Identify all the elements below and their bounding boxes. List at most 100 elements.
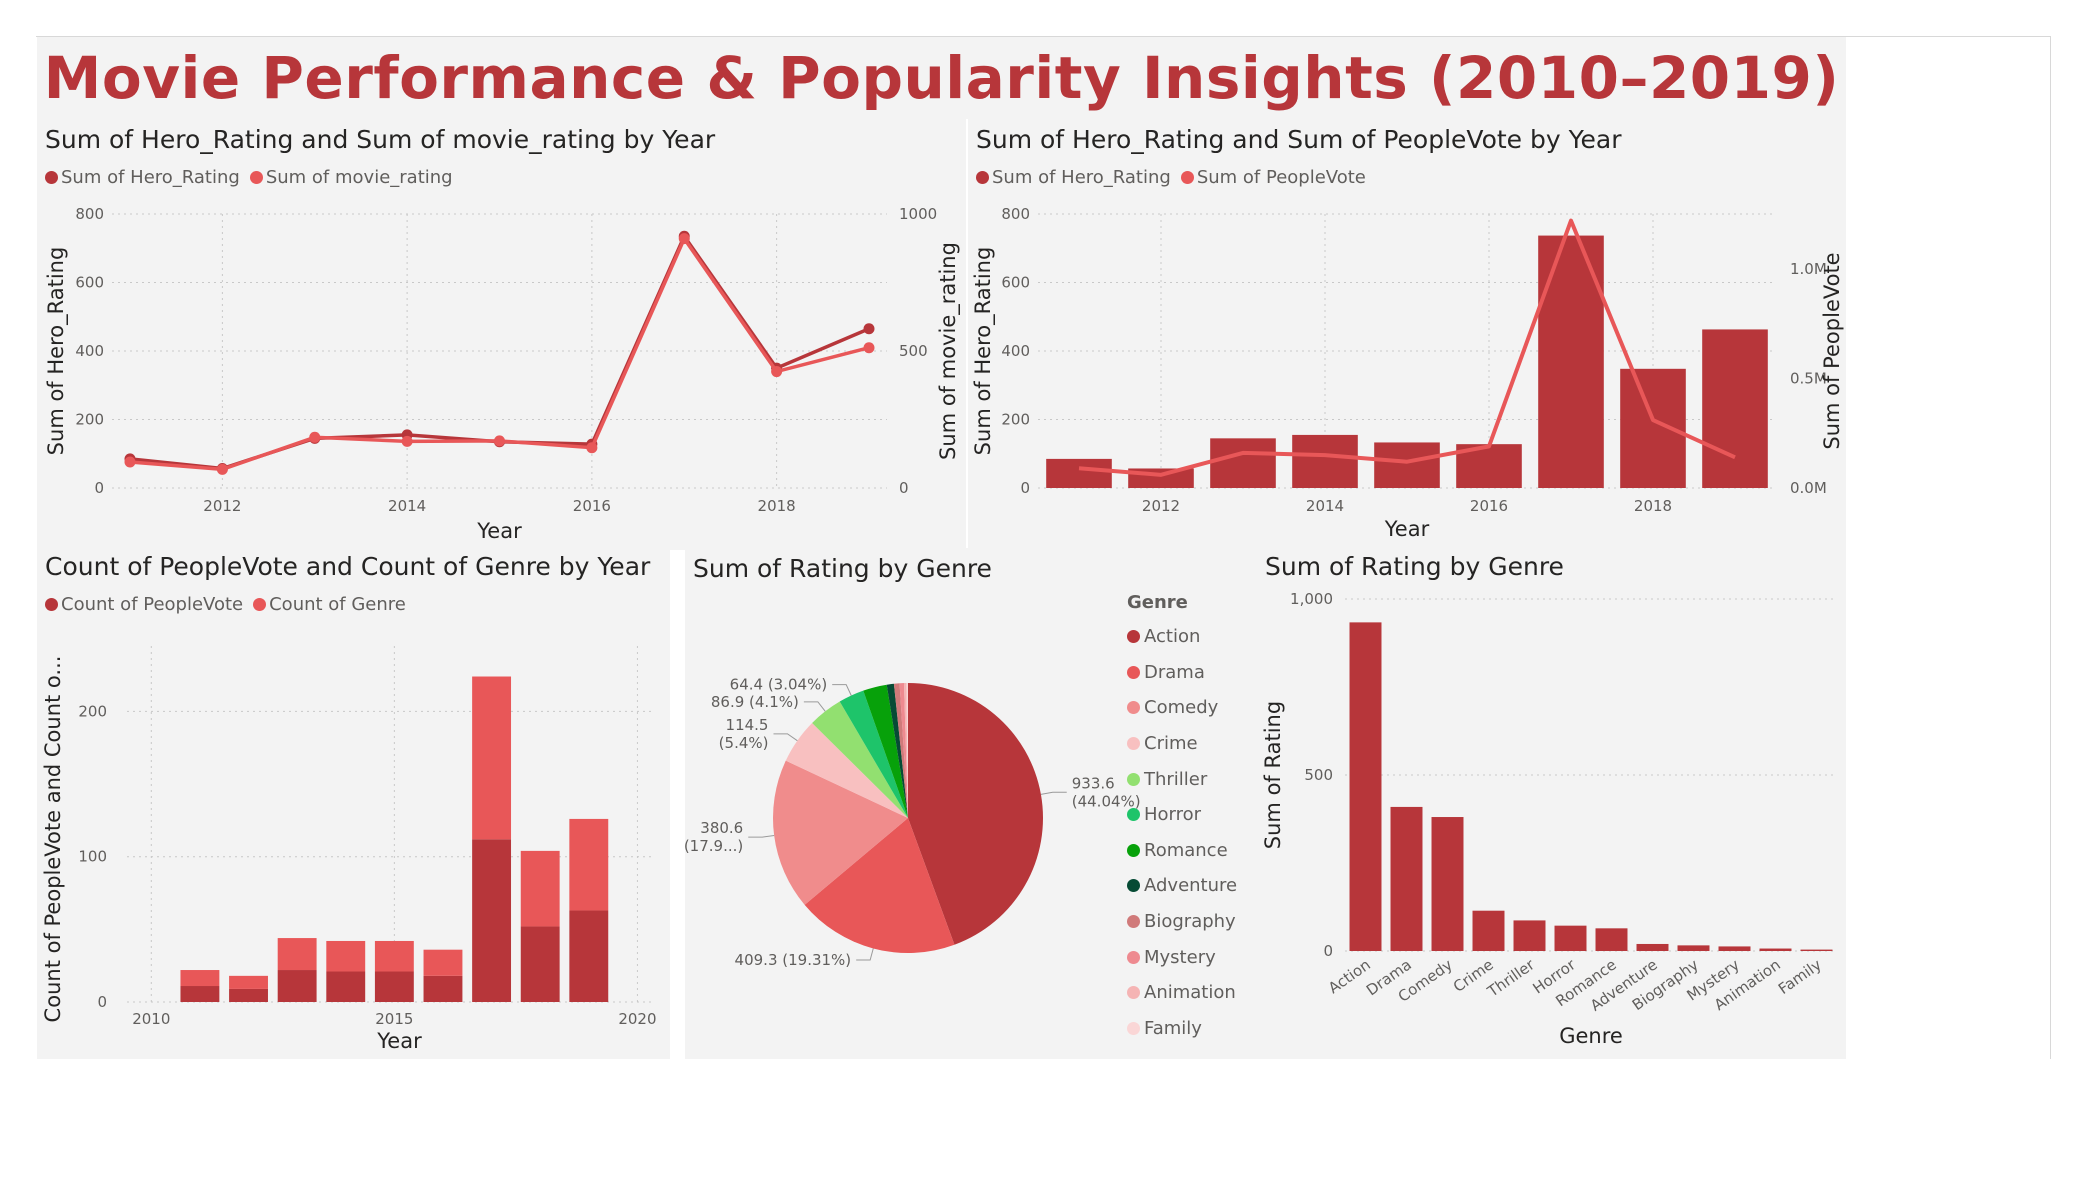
y2-tick-label: 0.0M xyxy=(1790,479,1827,497)
legend-label: Mystery xyxy=(1144,946,1216,968)
data-point xyxy=(678,233,690,245)
chart-title: Sum of Rating by Genre xyxy=(1265,552,1564,581)
legend-label: Romance xyxy=(1144,839,1228,861)
pie-data-label: 380.6 xyxy=(700,819,743,837)
y-tick-label: 200 xyxy=(75,411,104,429)
bar-segment-count-peoplevote xyxy=(520,926,560,1002)
y-tick-label: 400 xyxy=(75,342,104,360)
dashboard-frame xyxy=(36,36,2051,1059)
panel-hero-movie-rating-line[interactable]: Sum of Hero_Rating and Sum of movie_rati… xyxy=(37,119,966,550)
legend-label: Horror xyxy=(1144,804,1202,826)
legend-item-adventure[interactable]: Adventure xyxy=(1127,868,1237,904)
legend-dot-icon xyxy=(1127,879,1140,893)
legend-item-biography[interactable]: Biography xyxy=(1127,904,1237,940)
legend-item-drama[interactable]: Drama xyxy=(1127,655,1237,691)
y-tick-label: 0 xyxy=(1020,479,1030,497)
legend-dot-icon xyxy=(1127,1021,1140,1035)
chart-legend[interactable]: Count of PeopleVote Count of Genre xyxy=(45,594,406,615)
panel-count-stacked-bar[interactable]: Count of PeopleVote and Count of Genre b… xyxy=(37,546,670,1059)
legend-item-movie-rating[interactable]: Sum of movie_rating xyxy=(249,167,453,188)
legend-dot-icon xyxy=(1127,950,1140,964)
pie-data-label: 114.5 xyxy=(726,716,769,734)
legend-dot-icon xyxy=(1127,737,1140,751)
legend-dot-icon xyxy=(1127,630,1140,644)
pie-legend[interactable]: Genre Action Drama Comedy Crime Thriller Horr… xyxy=(1127,592,1237,1046)
panel-hero-peoplevote-combo[interactable]: Sum of Hero_Rating and Sum of PeopleVote… xyxy=(968,119,1846,550)
x-axis-title: Year xyxy=(1384,517,1430,541)
legend-item-count-genre[interactable]: Count of Genre xyxy=(253,594,406,615)
y-tick-label: 500 xyxy=(1304,766,1333,784)
bar xyxy=(1210,438,1276,488)
panel-rating-pie[interactable]: Sum of Rating by Genre 933.6 (44.04%) 409.… xyxy=(684,548,1257,1059)
data-point xyxy=(494,435,505,447)
y-tick-label: 200 xyxy=(78,702,107,720)
legend-item-horror[interactable]: Horror xyxy=(1127,797,1237,833)
chart-title: Sum of Hero_Rating and Sum of PeopleVote… xyxy=(976,125,1622,154)
y-axis-title: Sum of Rating xyxy=(1261,701,1285,849)
legend-label: Sum of PeopleVote xyxy=(1196,167,1366,188)
data-point xyxy=(401,435,413,447)
bar xyxy=(1046,458,1112,488)
legend-item-action[interactable]: Action xyxy=(1127,619,1237,655)
bar xyxy=(1390,806,1423,951)
pie-data-label: (17.9...) xyxy=(684,837,743,855)
bar-segment-count-genre xyxy=(277,938,317,971)
pie-data-label: 933.6 xyxy=(1072,774,1115,792)
legend-dot-icon xyxy=(1127,665,1140,679)
y2-tick-label: 0.5M xyxy=(1790,369,1827,387)
legend-label: Sum of movie_rating xyxy=(265,167,453,188)
legend-item-family[interactable]: Family xyxy=(1127,1011,1237,1047)
pie-slice-family xyxy=(906,683,908,818)
legend-label: Action xyxy=(1144,626,1201,648)
chart-legend[interactable]: Sum of Hero_Rating Sum of PeopleVote xyxy=(976,167,1366,188)
legend-dot-icon xyxy=(1127,843,1140,857)
legend-item-comedy[interactable]: Comedy xyxy=(1127,690,1237,726)
legend-dot-icon xyxy=(1180,171,1194,184)
x-tick-label: 2012 xyxy=(203,497,241,515)
pie-data-label: 409.3 (19.31%) xyxy=(735,951,852,969)
legend-item-animation[interactable]: Animation xyxy=(1127,975,1237,1011)
x-tick-label: 2010 xyxy=(132,1010,170,1028)
legend-item-count-peoplevote[interactable]: Count of PeopleVote xyxy=(45,594,243,615)
data-point xyxy=(771,366,783,378)
x-tick-label: Thriller xyxy=(1483,955,1538,1001)
legend-label: Comedy xyxy=(1144,697,1219,719)
legend-item-crime[interactable]: Crime xyxy=(1127,726,1237,762)
y-axis-title: Sum of Hero_Rating xyxy=(971,247,996,456)
y2-tick-label: 1.0M xyxy=(1790,260,1827,278)
data-point xyxy=(124,456,136,468)
data-point xyxy=(586,442,598,454)
panel-rating-genre-bar[interactable]: Sum of Rating by Genre 0 500 1,000 Sum of R… xyxy=(1257,546,1846,1059)
bar xyxy=(1800,949,1833,951)
legend-item-mystery[interactable]: Mystery xyxy=(1127,939,1237,975)
bar-segment-count-genre xyxy=(229,975,268,989)
legend-dot-icon xyxy=(1127,701,1140,715)
data-point xyxy=(863,323,875,335)
legend-label: Adventure xyxy=(1144,875,1238,897)
legend-item-peoplevote[interactable]: Sum of PeopleVote xyxy=(1180,167,1366,188)
bar-segment-count-genre xyxy=(423,949,463,976)
chart-legend[interactable]: Sum of Hero_Rating Sum of movie_rating xyxy=(45,167,453,188)
y-axis-title: Sum of Hero_Rating xyxy=(44,247,69,456)
pie-leader-line xyxy=(803,701,826,712)
y2-tick-label: 1000 xyxy=(899,205,937,223)
legend-dot-icon xyxy=(45,171,58,184)
legend-item-romance[interactable]: Romance xyxy=(1127,833,1237,869)
legend-item-thriller[interactable]: Thriller xyxy=(1127,761,1237,797)
chart-title: Sum of Hero_Rating and Sum of movie_rati… xyxy=(45,125,716,154)
bar-segment-count-peoplevote xyxy=(472,839,512,1002)
legend-item-hero-rating[interactable]: Sum of Hero_Rating xyxy=(976,167,1171,188)
y2-tick-label: 500 xyxy=(899,342,928,360)
legend-item-hero-rating[interactable]: Sum of Hero_Rating xyxy=(45,167,240,188)
legend-dot-icon xyxy=(976,171,989,184)
y2-axis-title: Sum of movie_rating xyxy=(936,242,961,460)
bar-segment-count-genre xyxy=(374,940,414,972)
bar-segment-count-peoplevote xyxy=(423,975,463,1002)
bar-segment-count-peoplevote xyxy=(569,910,609,1002)
bar-segment-count-genre xyxy=(569,818,609,911)
pie-slice-animation xyxy=(903,683,908,818)
legend-label: Thriller xyxy=(1144,768,1208,790)
bar xyxy=(1554,925,1587,951)
y-tick-label: 100 xyxy=(78,848,107,866)
legend-title: Genre xyxy=(1127,592,1188,613)
